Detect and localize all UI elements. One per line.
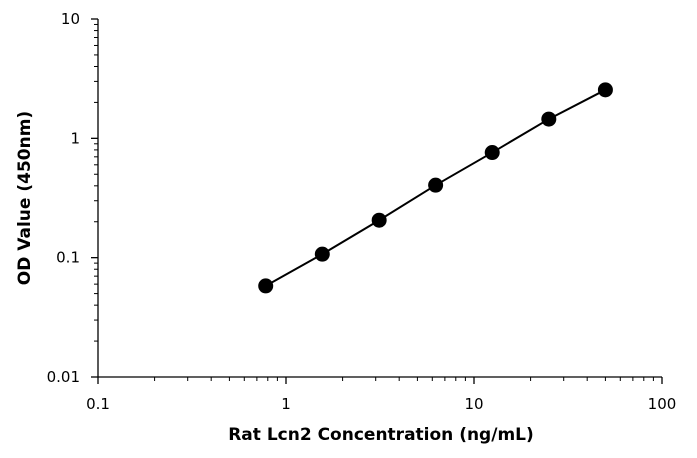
x-axis-title: Rat Lcn2 Concentration (ng/mL)	[228, 425, 534, 445]
x-tick-label: 100	[648, 395, 677, 413]
y-tick-label: 1	[70, 129, 80, 147]
data-point	[258, 278, 274, 294]
y-tick-label: 0.1	[56, 249, 80, 267]
data-point	[541, 111, 557, 127]
x-tick-label: 10	[464, 395, 483, 413]
series-layer	[258, 82, 613, 294]
data-point	[371, 212, 387, 228]
x-tick-label: 0.1	[86, 395, 110, 413]
x-tick-label: 1	[281, 395, 291, 413]
y-tick-label: 0.01	[47, 368, 80, 386]
data-point	[314, 246, 330, 262]
y-tick-label: 10	[61, 10, 80, 28]
data-point	[597, 82, 613, 98]
data-point	[428, 177, 444, 193]
axes: 0.01 0.1 1 10 0.1 1 10 100	[47, 10, 677, 413]
y-axis-title: OD Value (450nm)	[15, 111, 35, 285]
data-point	[484, 145, 500, 161]
